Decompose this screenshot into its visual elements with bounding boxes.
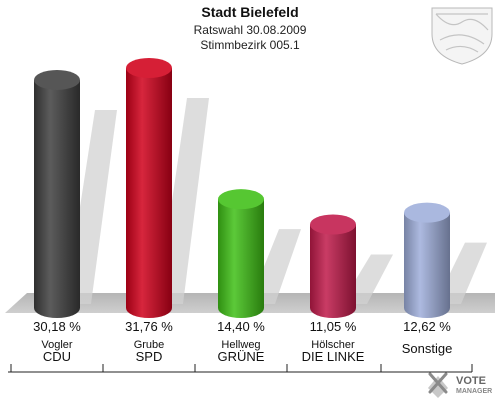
candidate-label-gruene: Hellweg: [221, 339, 260, 351]
bar-spd: [126, 58, 172, 318]
party-label-sonstige: Sonstige: [402, 341, 453, 356]
coat-of-arms-icon: [431, 7, 493, 65]
bar-cdu: [34, 69, 80, 318]
chart-subtitle-district: Stimmbezirk 005.1: [200, 38, 300, 52]
value-label-sonstige: 12,62 %: [403, 319, 451, 334]
bar-gruene: [218, 189, 264, 318]
value-label-spd: 31,76 %: [125, 319, 173, 334]
chart-subtitle-date: Ratswahl 30.08.2009: [194, 23, 307, 37]
bar-sonstige: [404, 202, 450, 318]
logo-word-manager: MANAGER: [456, 388, 492, 395]
value-label-die-linke: 11,05 %: [310, 319, 357, 334]
chart-title: Stadt Bielefeld: [201, 4, 298, 20]
value-label-cdu: 30,18 %: [33, 319, 81, 334]
party-label-spd: SPD: [136, 349, 163, 364]
logo-word-vote: VOTE: [456, 375, 486, 387]
party-label-cdu: CDU: [43, 349, 71, 364]
ballot-check-icon: [428, 372, 448, 398]
candidate-label-spd: Grube: [134, 339, 165, 351]
bar-die-linke: [310, 214, 356, 318]
party-label-die-linke: DIE LINKE: [302, 349, 365, 364]
bars: [34, 58, 450, 318]
candidate-label-cdu: Vogler: [41, 339, 73, 351]
candidate-label-die-linke: Hölscher: [311, 339, 355, 351]
vote-manager-logo: VOTE MANAGER: [428, 372, 492, 398]
value-label-gruene: 14,40 %: [217, 319, 265, 334]
party-label-gruene: GRÜNE: [218, 349, 265, 364]
